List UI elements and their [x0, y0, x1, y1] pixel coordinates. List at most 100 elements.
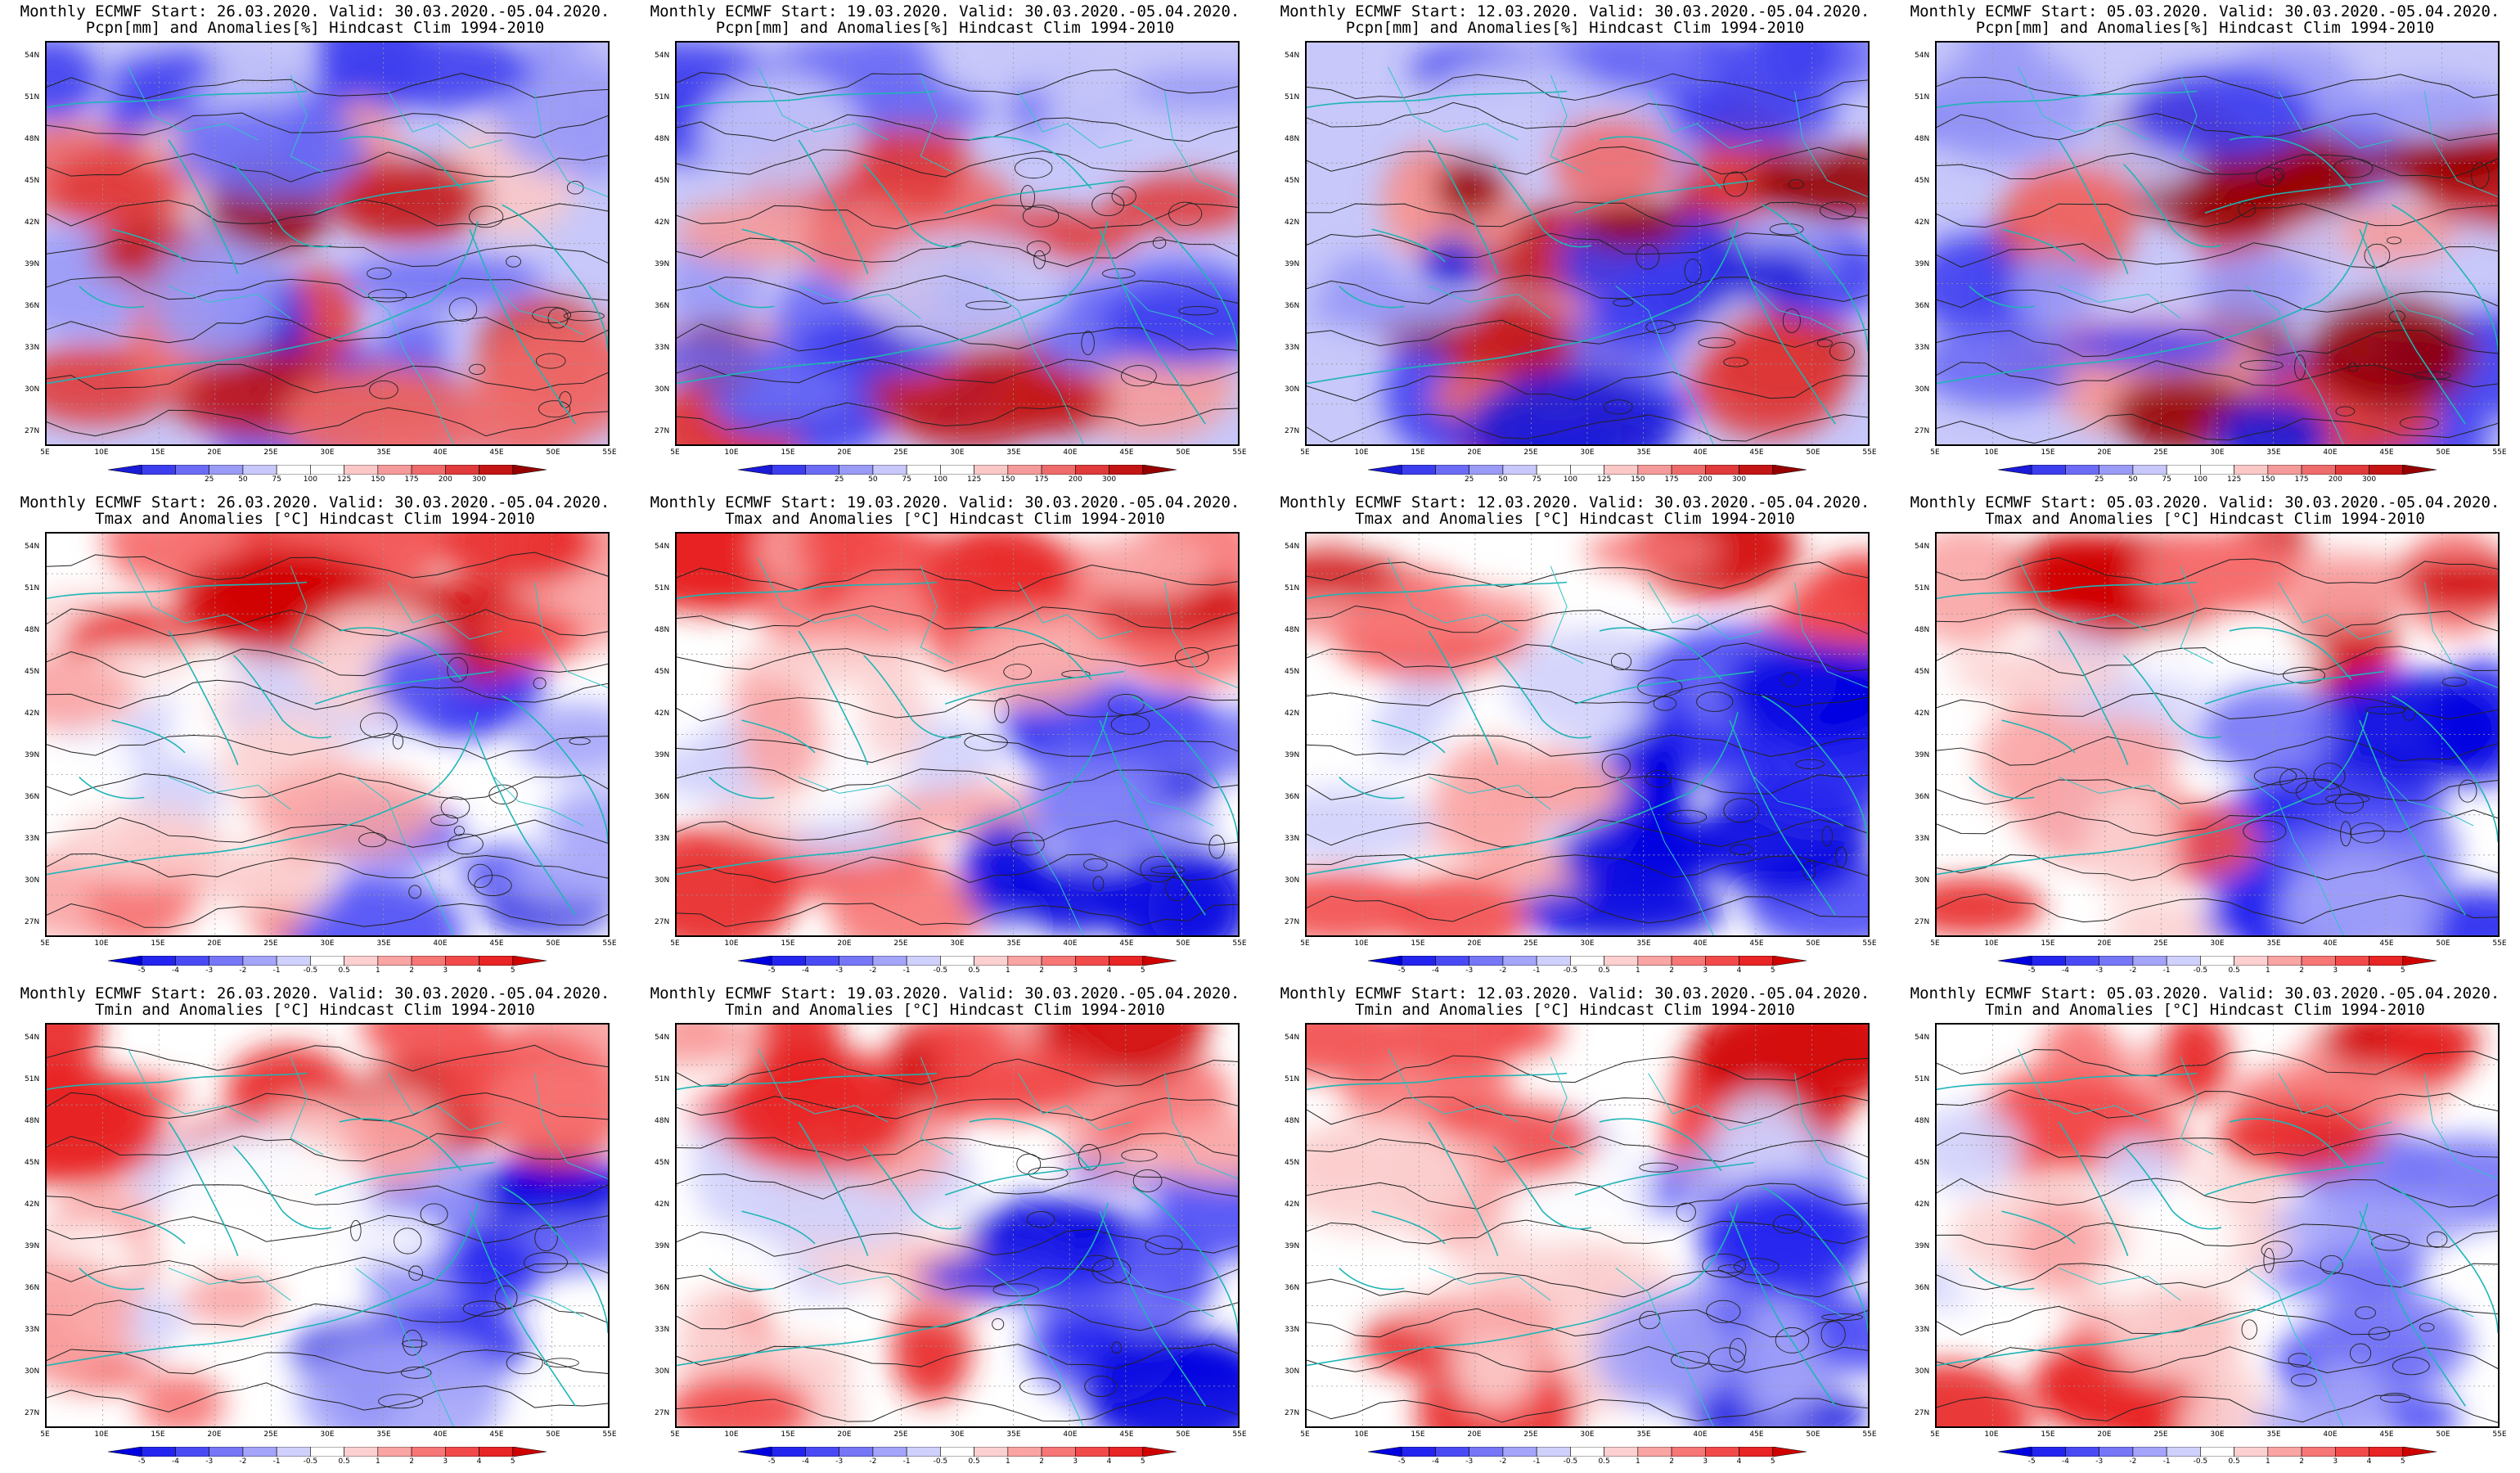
colorbar-swatch	[1705, 465, 1739, 475]
contour-ring	[453, 826, 465, 836]
lon-tick-label: 15E	[1411, 939, 1425, 948]
lon-tick-label: 45E	[489, 1430, 504, 1439]
lon-tick-label: 40E	[433, 939, 448, 948]
contour-line	[677, 642, 1238, 673]
contour-line	[1307, 642, 1868, 672]
panel-title-line1: Monthly ECMWF Start: 05.03.2020. Valid: …	[1910, 2, 2500, 20]
contour-line	[47, 1214, 608, 1244]
colorbar-swatch	[2267, 956, 2302, 966]
contour-ring	[1639, 1310, 1661, 1330]
contour-ring	[1120, 365, 1157, 387]
lat-tick-label: 39N	[655, 751, 670, 759]
anomaly-blob	[2338, 204, 2455, 266]
contour-ring	[2441, 677, 2468, 687]
contour-line	[1307, 201, 1868, 227]
colorbar-swatch	[108, 1447, 142, 1457]
colorbar-swatch	[141, 465, 176, 475]
colorbar-tick-label: 4	[1106, 966, 1112, 975]
anomaly-blob	[504, 852, 608, 908]
lat-tick-label: 48N	[1285, 135, 1300, 143]
colorbar-swatch	[1142, 465, 1177, 475]
anomaly-blob	[1737, 1295, 1820, 1425]
contour-ring	[447, 833, 484, 855]
coastline	[1307, 712, 1739, 876]
colorbar-swatch	[738, 1447, 772, 1457]
lat-tick-label: 45N	[1285, 1159, 1300, 1167]
contour-line	[1307, 605, 1868, 635]
colorbar-ticks: 25 50 75 100 125 150 175 200 300	[1368, 475, 1807, 485]
colorbar-tick-label: 3	[1073, 966, 1078, 975]
contour-ring	[2379, 1393, 2411, 1403]
contour-ring	[1829, 341, 1855, 361]
colorbar-swatch	[377, 1447, 412, 1457]
colorbar-tick-label: 2	[409, 1457, 414, 1466]
contour-ring	[1178, 306, 1218, 316]
map-frame	[1305, 41, 1870, 446]
coastline	[709, 1268, 775, 1291]
coastline	[1574, 179, 1754, 214]
graticule	[1937, 43, 2498, 444]
colorbar-swatch	[2132, 465, 2167, 475]
lon-tick-label: 25E	[2153, 939, 2168, 948]
anomaly-blob	[550, 90, 608, 183]
lat-tick-label: 36N	[1915, 302, 1930, 310]
colorbar-swatch	[2369, 956, 2404, 966]
colorbar-swatch	[276, 1447, 311, 1457]
contour-line	[1937, 556, 2498, 586]
anomaly-map	[47, 43, 608, 444]
colorbar-tick-label: -2	[869, 966, 877, 975]
anomaly-blob	[919, 534, 1077, 634]
anomaly-blob	[1307, 1025, 1409, 1079]
anomaly-map	[677, 1025, 1238, 1426]
contour-line	[677, 1096, 1238, 1121]
coastline	[1307, 581, 1568, 600]
lon-tick-label: 45E	[1119, 448, 1134, 457]
colorbar-tick-label: 150	[371, 475, 385, 484]
lon-tick-label: 5E	[40, 939, 50, 948]
colorbar-swatch	[1772, 1447, 1807, 1457]
lon-tick-label: 40E	[2323, 448, 2338, 457]
colorbar-swatch	[209, 1447, 244, 1457]
anomaly-blob	[472, 316, 608, 444]
contour-ring	[2370, 1233, 2410, 1251]
coastline	[1132, 695, 1238, 842]
contour-line	[47, 903, 608, 928]
contour-ring	[1671, 1350, 1710, 1369]
coastline	[1132, 1186, 1238, 1333]
country-border	[1428, 777, 1551, 810]
colorbar-tick-label: -0.5	[2193, 966, 2208, 975]
coastline	[502, 695, 608, 842]
contour-line	[1307, 1182, 1868, 1209]
coastline	[168, 1121, 239, 1256]
country-border	[127, 66, 259, 141]
colorbar-swatch	[2132, 956, 2167, 966]
contour-ring	[448, 297, 478, 322]
anomaly-blob	[1550, 116, 1675, 209]
contour-ring	[2261, 1241, 2293, 1260]
contour-ring	[488, 784, 518, 804]
lon-tick-label: 30E	[2210, 448, 2225, 457]
colorbar-tick-label: 5	[2400, 1457, 2405, 1466]
colorbar-tick-label: 125	[337, 475, 352, 484]
contour-line	[47, 773, 608, 800]
contour-line	[677, 1343, 1238, 1369]
climatology-contours	[47, 73, 608, 437]
colorbar-ticks: -5 -4 -3 -2 -1 -0.5 0.5 1 2 3 4 5	[1998, 1457, 2437, 1467]
contour-ring	[1168, 201, 1203, 227]
colorbar-ticks: -5 -4 -3 -2 -1 -0.5 0.5 1 2 3 4 5	[1368, 966, 1807, 976]
lon-tick-label: 40E	[2323, 939, 2338, 948]
coastline	[2204, 1161, 2384, 1196]
colorbar-swatch	[771, 956, 806, 966]
colorbar-swatch	[1435, 956, 1469, 966]
country-border	[2278, 582, 2392, 640]
colorbar-ticks: -5 -4 -3 -2 -1 -0.5 0.5 1 2 3 4 5	[738, 966, 1177, 976]
country-border	[534, 582, 608, 688]
colorbar-swatch	[940, 465, 974, 475]
lon-tick-label: 15E	[151, 448, 165, 457]
contour-ring	[2279, 768, 2308, 794]
colorbar-swatch	[445, 465, 479, 475]
lon-tick-label: 35E	[2266, 1430, 2281, 1439]
anomaly-blob	[470, 1162, 608, 1210]
colorbar	[738, 956, 1177, 966]
contour-line	[1937, 1394, 2498, 1423]
